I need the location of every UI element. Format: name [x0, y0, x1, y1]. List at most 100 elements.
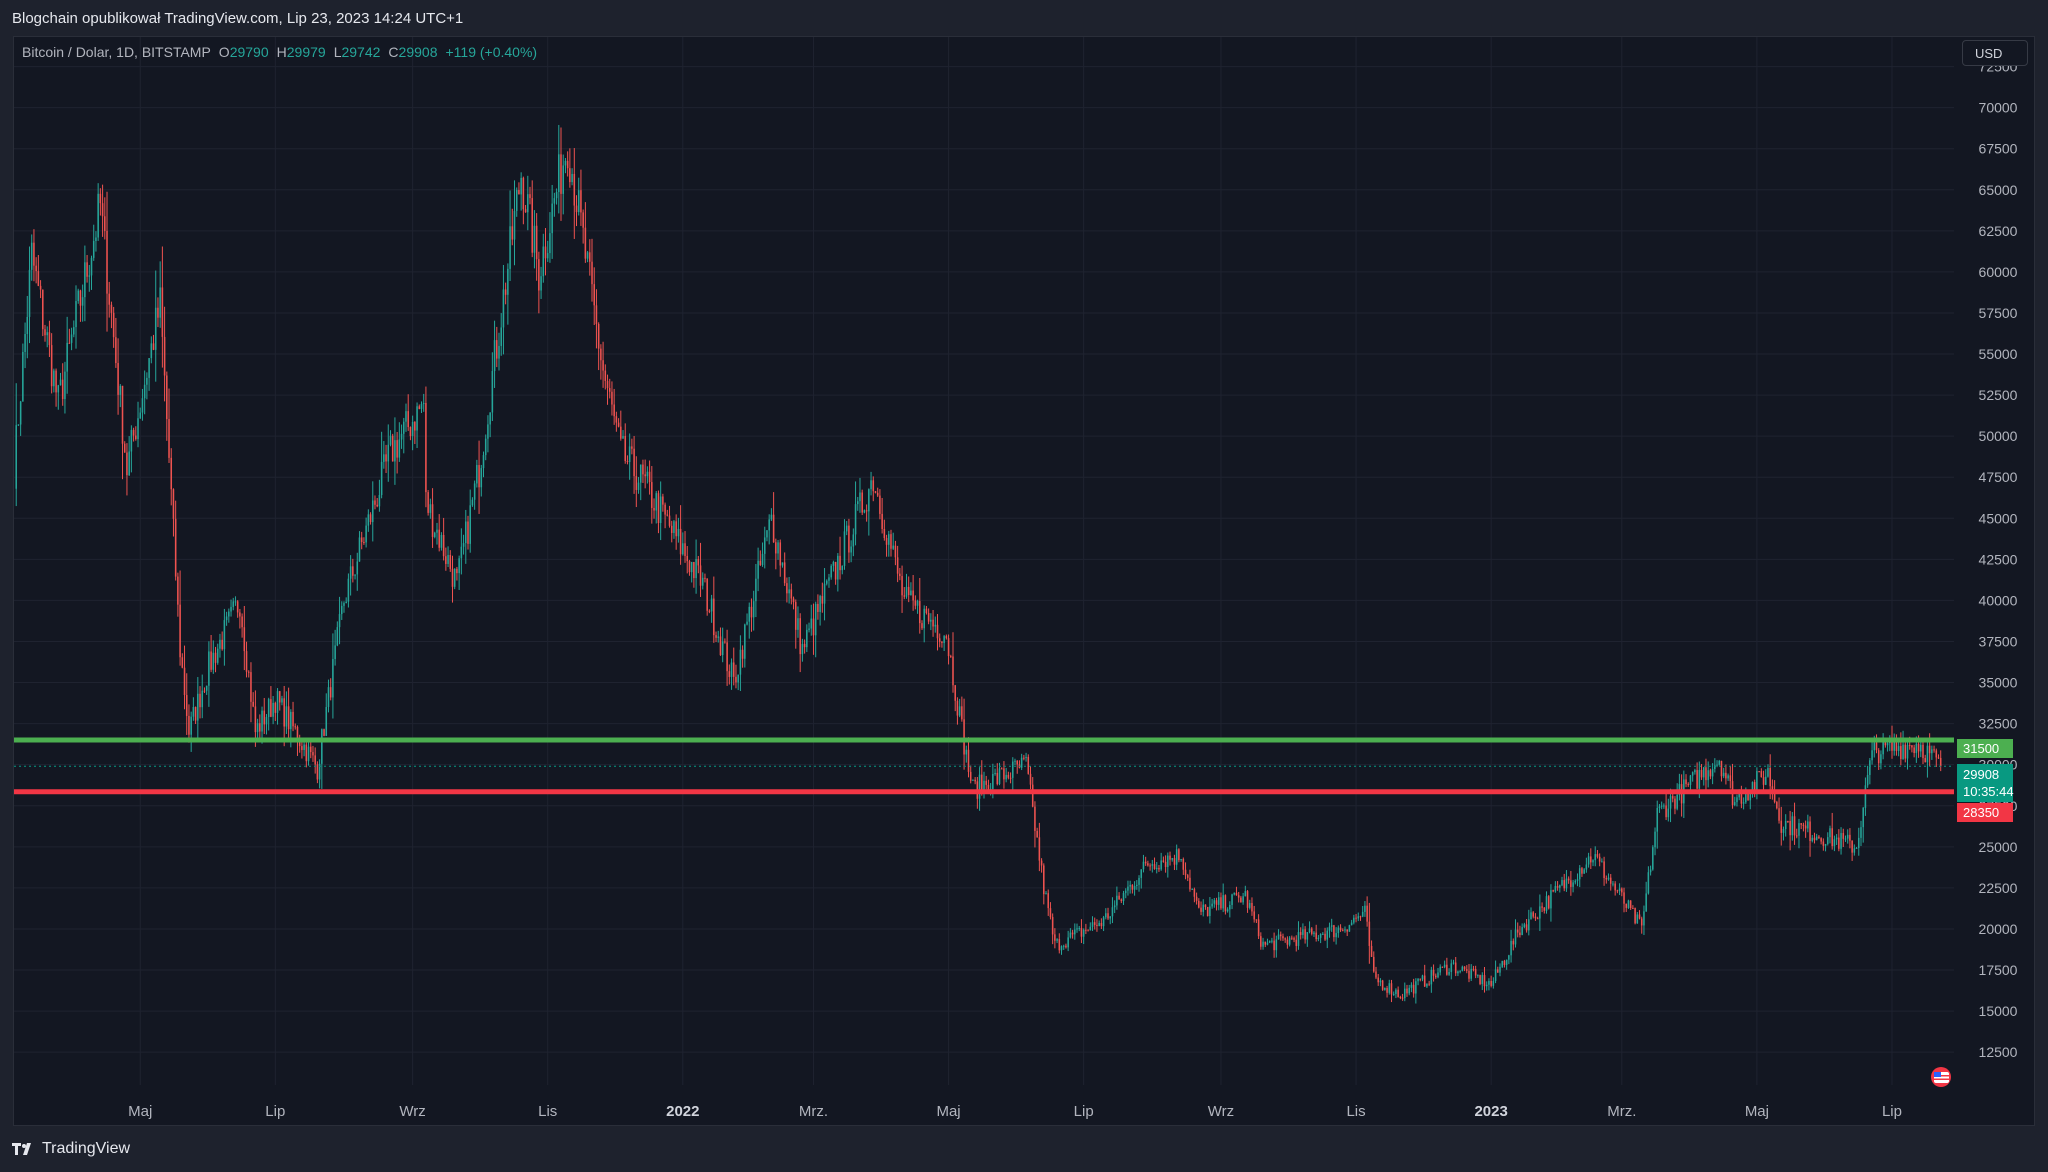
- candle-body: [347, 578, 350, 602]
- candle-body: [1328, 926, 1331, 931]
- candle-body: [668, 515, 671, 526]
- chart-pane[interactable]: 1250015000175002000022500250002750030000…: [13, 36, 2035, 1126]
- candle-body: [44, 329, 46, 336]
- candle-body: [1191, 888, 1193, 890]
- candle-body: [1151, 864, 1154, 866]
- candle-body: [1472, 968, 1475, 970]
- candle-body: [670, 525, 673, 533]
- candle-body: [1853, 848, 1856, 853]
- candle-body: [285, 706, 288, 727]
- us-flag-icon[interactable]: [1928, 1066, 1954, 1088]
- candle-body: [602, 360, 604, 371]
- candle-body: [1244, 891, 1247, 897]
- candle-body: [37, 271, 40, 286]
- candle-body: [655, 493, 658, 511]
- candle-body: [806, 629, 808, 648]
- candle-body: [562, 165, 565, 194]
- candle-body: [1479, 975, 1481, 985]
- candle-body: [1787, 820, 1789, 822]
- x-tick-label: Lip: [265, 1103, 285, 1120]
- candle-body: [1288, 937, 1291, 945]
- candle-body: [371, 500, 374, 523]
- candle-body: [1481, 975, 1484, 985]
- candle-body: [429, 504, 432, 513]
- candle-body: [445, 556, 447, 564]
- candle-body: [1047, 893, 1050, 909]
- y-tick-label: 55000: [1979, 346, 2018, 362]
- candle-body: [1353, 917, 1355, 923]
- candle-body: [1124, 890, 1127, 894]
- candle-body: [1441, 966, 1444, 968]
- candle-body: [42, 289, 44, 330]
- candle-body: [1578, 868, 1581, 880]
- candle-body: [1813, 837, 1816, 841]
- candle-body: [478, 465, 480, 488]
- candle-body: [1271, 940, 1273, 942]
- candle-body: [1773, 790, 1776, 802]
- candle-body: [104, 216, 106, 231]
- x-tick-label: Lip: [1882, 1103, 1902, 1120]
- candle-body: [203, 690, 206, 692]
- candle-body: [1516, 929, 1519, 933]
- candle-body: [431, 504, 434, 537]
- candle-body: [575, 205, 578, 213]
- candle-body: [1567, 878, 1570, 881]
- candle-body: [1087, 930, 1089, 932]
- candle-body: [86, 262, 88, 277]
- candle-body: [456, 568, 458, 574]
- candle-body: [484, 438, 487, 456]
- candle-body: [1926, 745, 1929, 763]
- candle-body: [312, 752, 314, 756]
- candle-body: [1186, 875, 1189, 878]
- y-tick-label: 60000: [1979, 264, 2018, 280]
- candle-body: [1080, 927, 1083, 937]
- symbol-label[interactable]: Bitcoin / Dolar, 1D, BITSTAMP: [22, 44, 211, 60]
- candle-body: [1395, 989, 1397, 995]
- candle-body: [1133, 885, 1136, 890]
- candle-body: [500, 327, 502, 346]
- candle-body: [1510, 940, 1512, 956]
- candle-body: [449, 554, 452, 569]
- candle-body: [1255, 919, 1258, 921]
- candle-body: [597, 323, 600, 349]
- candle-body: [1528, 919, 1530, 931]
- candle-body: [1029, 773, 1032, 785]
- candle-body: [46, 332, 48, 336]
- candle-body: [1149, 865, 1151, 867]
- candle-body: [954, 685, 956, 701]
- y-tick-label: 32500: [1979, 716, 2018, 732]
- candlestick-chart[interactable]: 1250015000175002000022500250002750030000…: [14, 37, 2034, 1125]
- candle-body: [819, 596, 821, 612]
- x-tick-label: Maj: [128, 1103, 152, 1120]
- candle-body: [1350, 922, 1353, 926]
- currency-button[interactable]: USD: [1962, 40, 2028, 66]
- candle-body: [863, 510, 866, 513]
- candle-body: [1840, 833, 1842, 849]
- candle-body: [1286, 939, 1289, 945]
- tradingview-logo[interactable]: TradingView: [12, 1140, 130, 1158]
- candle-body: [369, 514, 372, 523]
- candle-body: [491, 371, 494, 413]
- candle-body: [1446, 964, 1448, 975]
- candle-body: [679, 528, 682, 555]
- candle-body: [872, 480, 875, 492]
- candle-body: [932, 619, 934, 627]
- candle-body: [254, 706, 257, 733]
- candle-body: [1826, 837, 1829, 844]
- candle-body: [168, 419, 170, 458]
- candle-body: [1722, 772, 1725, 777]
- candle-body: [759, 560, 762, 565]
- candle-body: [290, 711, 292, 730]
- candle-body: [1751, 782, 1754, 794]
- candle-body: [947, 638, 950, 657]
- candle-body: [1266, 942, 1269, 945]
- candle-body: [1904, 744, 1907, 759]
- candle-body: [1031, 784, 1034, 807]
- candle-body: [1173, 858, 1176, 865]
- candle-body: [870, 480, 872, 490]
- candle-body: [1078, 927, 1081, 929]
- candle-body: [1656, 807, 1659, 832]
- candle-body: [332, 658, 334, 698]
- candle-body: [856, 501, 859, 505]
- candle-body: [245, 651, 248, 672]
